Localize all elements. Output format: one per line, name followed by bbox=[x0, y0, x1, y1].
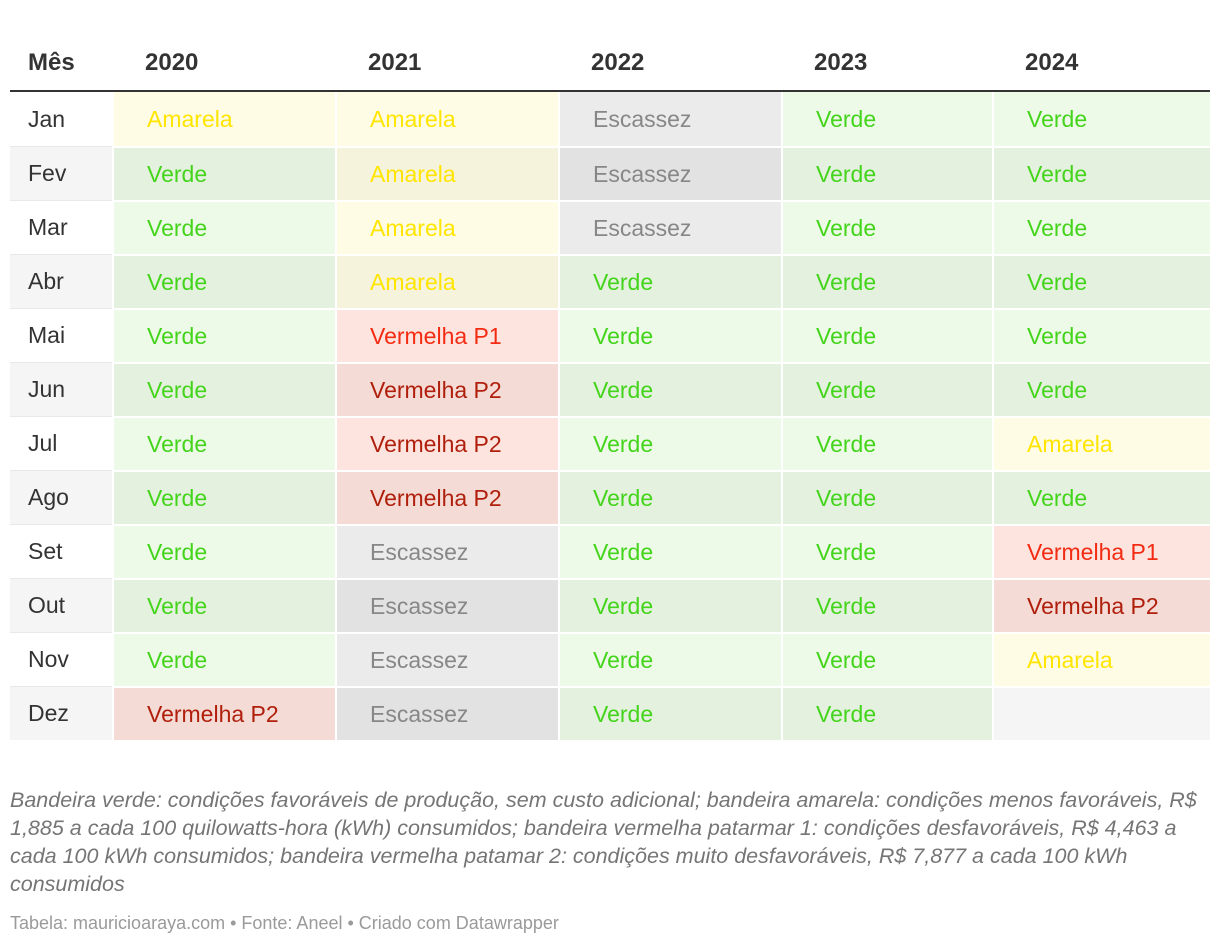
table-row: Dez Vermelha P2 Escassez Verde Verde bbox=[10, 686, 1210, 740]
flag-cell: Verde bbox=[558, 578, 781, 632]
flag-cell: Amarela bbox=[335, 200, 558, 254]
flag-cell: Verde bbox=[558, 686, 781, 740]
table-row: Fev Verde Amarela Escassez Verde Verde bbox=[10, 146, 1210, 200]
flag-cell: Verde bbox=[992, 92, 1210, 146]
flag-cell: Verde bbox=[112, 308, 335, 362]
table-row: Nov Verde Escassez Verde Verde Amarela bbox=[10, 632, 1210, 686]
table-row: Jan Amarela Amarela Escassez Verde Verde bbox=[10, 92, 1210, 146]
flag-cell: Verde bbox=[558, 254, 781, 308]
flag-cell: Escassez bbox=[558, 92, 781, 146]
flag-cell: Verde bbox=[112, 470, 335, 524]
flag-cell: Verde bbox=[992, 254, 1210, 308]
flag-cell: Vermelha P2 bbox=[335, 470, 558, 524]
flag-cell: Verde bbox=[781, 632, 992, 686]
attribution-text: Tabela: mauricioaraya.com • Fonte: Aneel… bbox=[10, 913, 559, 933]
flag-cell: Vermelha P1 bbox=[992, 524, 1210, 578]
table-row: Abr Verde Amarela Verde Verde Verde bbox=[10, 254, 1210, 308]
flag-cell: Verde bbox=[992, 362, 1210, 416]
flag-cell: Verde bbox=[992, 470, 1210, 524]
flag-cell: Verde bbox=[558, 416, 781, 470]
flag-cell: Verde bbox=[112, 200, 335, 254]
flag-cell: Escassez bbox=[335, 578, 558, 632]
flag-cell: Verde bbox=[781, 578, 992, 632]
flag-cell: Verde bbox=[558, 524, 781, 578]
flag-cell: Verde bbox=[112, 632, 335, 686]
flag-cell: Amarela bbox=[335, 254, 558, 308]
month-label: Jan bbox=[28, 105, 66, 132]
flag-cell: Verde bbox=[112, 362, 335, 416]
flag-cell: Amarela bbox=[335, 92, 558, 146]
flag-cell: Escassez bbox=[335, 686, 558, 740]
flag-cell: Verde bbox=[781, 470, 992, 524]
flag-cell: Verde bbox=[112, 524, 335, 578]
month-label: Jun bbox=[10, 362, 112, 416]
flag-cell: Vermelha P1 bbox=[335, 308, 558, 362]
flag-cell: Amarela bbox=[992, 632, 1210, 686]
month-label: Ago bbox=[10, 470, 112, 524]
flag-cell: Verde bbox=[781, 524, 992, 578]
month-label: Mar bbox=[10, 200, 112, 254]
flag-cell: Vermelha P2 bbox=[112, 686, 335, 740]
flag-cell: Amarela bbox=[992, 416, 1210, 470]
flag-cell: Verde bbox=[992, 200, 1210, 254]
flag-cell: Verde bbox=[781, 92, 992, 146]
flag-cell: Verde bbox=[992, 146, 1210, 200]
flag-cell: Verde bbox=[781, 200, 992, 254]
flag-cell: Vermelha P2 bbox=[992, 578, 1210, 632]
table-row: Out Verde Escassez Verde Verde Vermelha P2 bbox=[10, 578, 1210, 632]
column-header-year: 2023 bbox=[781, 36, 992, 92]
flag-cell: Verde bbox=[781, 146, 992, 200]
month-label: Set bbox=[10, 524, 112, 578]
table-row: Jul Verde Vermelha P2 Verde Verde Amarela bbox=[10, 416, 1210, 470]
month-label: Nov bbox=[10, 632, 112, 686]
flag-cell: Verde bbox=[112, 146, 335, 200]
flag-cell bbox=[992, 686, 1210, 740]
table-row: Mai Verde Vermelha P1 Verde Verde Verde bbox=[10, 308, 1210, 362]
flag-cell: Amarela bbox=[335, 146, 558, 200]
flag-cell: Verde bbox=[558, 470, 781, 524]
bandeiras-table: Mês 2020 2021 2022 2023 2024 Jan Amarela Amarel… bbox=[10, 36, 1210, 740]
flag-cell: Verde bbox=[781, 416, 992, 470]
flag-cell: Escassez bbox=[558, 200, 781, 254]
table-row: Set Verde Escassez Verde Verde Vermelha P1 bbox=[10, 524, 1210, 578]
flag-cell: Verde bbox=[781, 362, 992, 416]
flag-cell: Verde bbox=[558, 308, 781, 362]
flag-cell: Verde bbox=[558, 362, 781, 416]
column-header-year: 2022 bbox=[558, 36, 781, 92]
flag-cell: Verde bbox=[992, 308, 1210, 362]
table-notes: Bandeira verde: condições favoráveis de … bbox=[10, 788, 1197, 896]
column-header-year: 2021 bbox=[335, 36, 558, 92]
flag-cell: Verde bbox=[112, 578, 335, 632]
month-label: Mai bbox=[10, 308, 112, 362]
column-header-year: 2020 bbox=[112, 36, 335, 92]
flag-cell: Verde bbox=[558, 632, 781, 686]
flag-cell: Verde bbox=[112, 254, 335, 308]
column-header-year: 2024 bbox=[992, 36, 1210, 92]
flag-cell: Amarela bbox=[112, 92, 335, 146]
flag-cell: Verde bbox=[781, 686, 992, 740]
month-label: Abr bbox=[10, 254, 112, 308]
month-label: Out bbox=[10, 578, 112, 632]
column-header-month: Mês bbox=[10, 36, 112, 92]
flag-cell: Vermelha P2 bbox=[335, 416, 558, 470]
month-label: Dez bbox=[10, 686, 112, 740]
month-label: Jul bbox=[10, 416, 112, 470]
flag-cell: Verde bbox=[112, 416, 335, 470]
table-row: Jun Verde Vermelha P2 Verde Verde Verde bbox=[10, 362, 1210, 416]
month-label: Fev bbox=[10, 146, 112, 200]
flag-cell: Vermelha P2 bbox=[335, 362, 558, 416]
flag-cell: Escassez bbox=[335, 632, 558, 686]
flag-cell: Escassez bbox=[335, 524, 558, 578]
table-row: Mar Verde Amarela Escassez Verde Verde bbox=[10, 200, 1210, 254]
table-header-row: Mês 2020 2021 2022 2023 2024 bbox=[10, 36, 1210, 92]
flag-cell: Verde bbox=[781, 308, 992, 362]
table-row: Ago Verde Vermelha P2 Verde Verde Verde bbox=[10, 470, 1210, 524]
flag-cell: Verde bbox=[781, 254, 992, 308]
flag-cell: Escassez bbox=[558, 146, 781, 200]
